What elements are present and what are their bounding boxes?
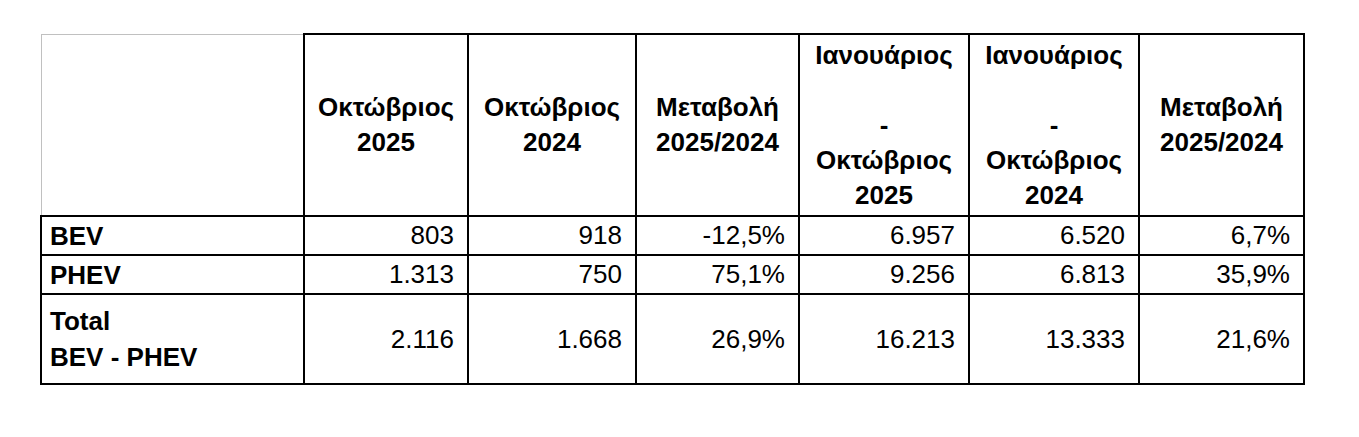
header-line: 2024	[469, 125, 635, 160]
row-label-total: Total BEV - PHEV	[41, 294, 304, 384]
column-header-change-ytd: Μεταβολή 2025/2024	[1139, 34, 1304, 216]
cell-value: 1.313	[304, 255, 468, 294]
cell-value: 35,9%	[1139, 255, 1304, 294]
cell-value: 750	[468, 255, 636, 294]
column-header-jan-oct-2024: Ιανουάριος - Οκτώβριος 2024	[969, 34, 1139, 216]
header-line: Μεταβολή	[637, 90, 798, 125]
cell-value: 918	[468, 216, 636, 255]
row-label-line: PHEV	[50, 257, 303, 293]
cell-value: 16.213	[799, 294, 969, 384]
cell-value: -12,5%	[636, 216, 799, 255]
header-line: 2025	[305, 125, 467, 160]
cell-value: 9.256	[799, 255, 969, 294]
header-line: Οκτώβριος	[305, 90, 467, 125]
header-line: -	[970, 108, 1138, 143]
cell-value: 2.116	[304, 294, 468, 384]
cell-value: 803	[304, 216, 468, 255]
header-line: Οκτώβριος	[469, 90, 635, 125]
cell-value: 75,1%	[636, 255, 799, 294]
header-line	[800, 73, 968, 108]
cell-value: 6.957	[799, 216, 969, 255]
header-line: Μεταβολή	[1140, 90, 1303, 125]
table-header-row: Οκτώβριος 2025 Οκτώβριος 2024 Μεταβολή 2…	[41, 34, 1304, 216]
column-header-jan-oct-2025: Ιανουάριος - Οκτώβριος 2025	[799, 34, 969, 216]
header-line: 2024	[970, 178, 1138, 213]
header-line: Οκτώβριος	[970, 143, 1138, 178]
row-label-line: BEV - PHEV	[50, 339, 303, 375]
ev-registrations-table: Οκτώβριος 2025 Οκτώβριος 2024 Μεταβολή 2…	[40, 33, 1305, 385]
row-label-bev: BEV	[41, 216, 304, 255]
column-header-oct-2024: Οκτώβριος 2024	[468, 34, 636, 216]
header-line: Ιανουάριος	[800, 38, 968, 73]
header-line	[970, 73, 1138, 108]
row-label-line: BEV	[50, 218, 303, 254]
header-line: 2025/2024	[637, 125, 798, 160]
cell-value: 1.668	[468, 294, 636, 384]
cell-value: 6,7%	[1139, 216, 1304, 255]
table-row-total: Total BEV - PHEV 2.116 1.668 26,9% 16.21…	[41, 294, 1304, 384]
table-row-bev: BEV 803 918 -12,5% 6.957 6.520 6,7%	[41, 216, 1304, 255]
cell-value: 13.333	[969, 294, 1139, 384]
row-label-phev: PHEV	[41, 255, 304, 294]
cell-value: 6.520	[969, 216, 1139, 255]
corner-cell	[41, 34, 304, 216]
header-line: -	[800, 108, 968, 143]
column-header-oct-2025: Οκτώβριος 2025	[304, 34, 468, 216]
table-row-phev: PHEV 1.313 750 75,1% 9.256 6.813 35,9%	[41, 255, 1304, 294]
header-line: 2025	[800, 178, 968, 213]
cell-value: 21,6%	[1139, 294, 1304, 384]
header-line: Οκτώβριος	[800, 143, 968, 178]
row-label-line: Total	[50, 303, 303, 339]
cell-value: 6.813	[969, 255, 1139, 294]
cell-value: 26,9%	[636, 294, 799, 384]
page: Οκτώβριος 2025 Οκτώβριος 2024 Μεταβολή 2…	[0, 0, 1359, 437]
header-line: Ιανουάριος	[970, 38, 1138, 73]
column-header-change-monthly: Μεταβολή 2025/2024	[636, 34, 799, 216]
header-line: 2025/2024	[1140, 125, 1303, 160]
